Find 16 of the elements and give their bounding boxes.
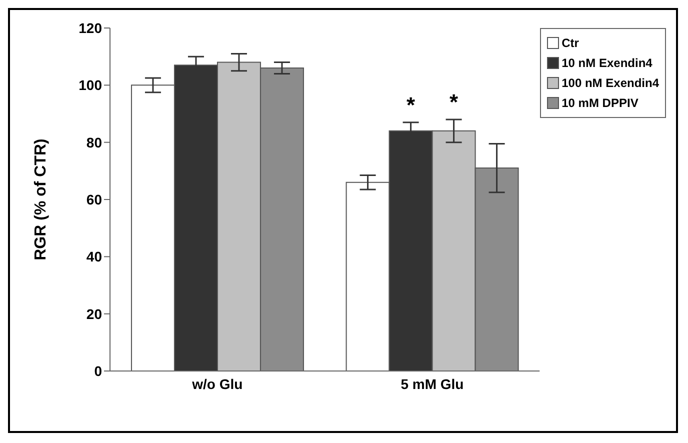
x-tick-label: w/o Glu — [191, 376, 243, 392]
legend-label: 10 nM Exendin4 — [562, 55, 652, 72]
legend-label: 10 mM DPPIV — [562, 95, 638, 112]
x-tick-label: 5 mM Glu — [400, 376, 464, 392]
y-tick-label: 120 — [78, 20, 102, 36]
legend-label: 100 nM Exendin4 — [562, 75, 659, 92]
y-tick-label: 80 — [86, 134, 102, 150]
y-tick-label: 0 — [94, 362, 102, 379]
y-tick-label: 60 — [86, 191, 102, 208]
y-tick-label: 20 — [86, 306, 102, 322]
annotation: * — [406, 92, 416, 118]
annotation: * — [450, 89, 459, 114]
y-tick-label: 40 — [86, 248, 102, 265]
y-tick-label: 100 — [78, 77, 102, 94]
y-axis-title: RGR (% of CTR) — [32, 138, 50, 260]
legend-label: Ctr — [562, 35, 579, 52]
